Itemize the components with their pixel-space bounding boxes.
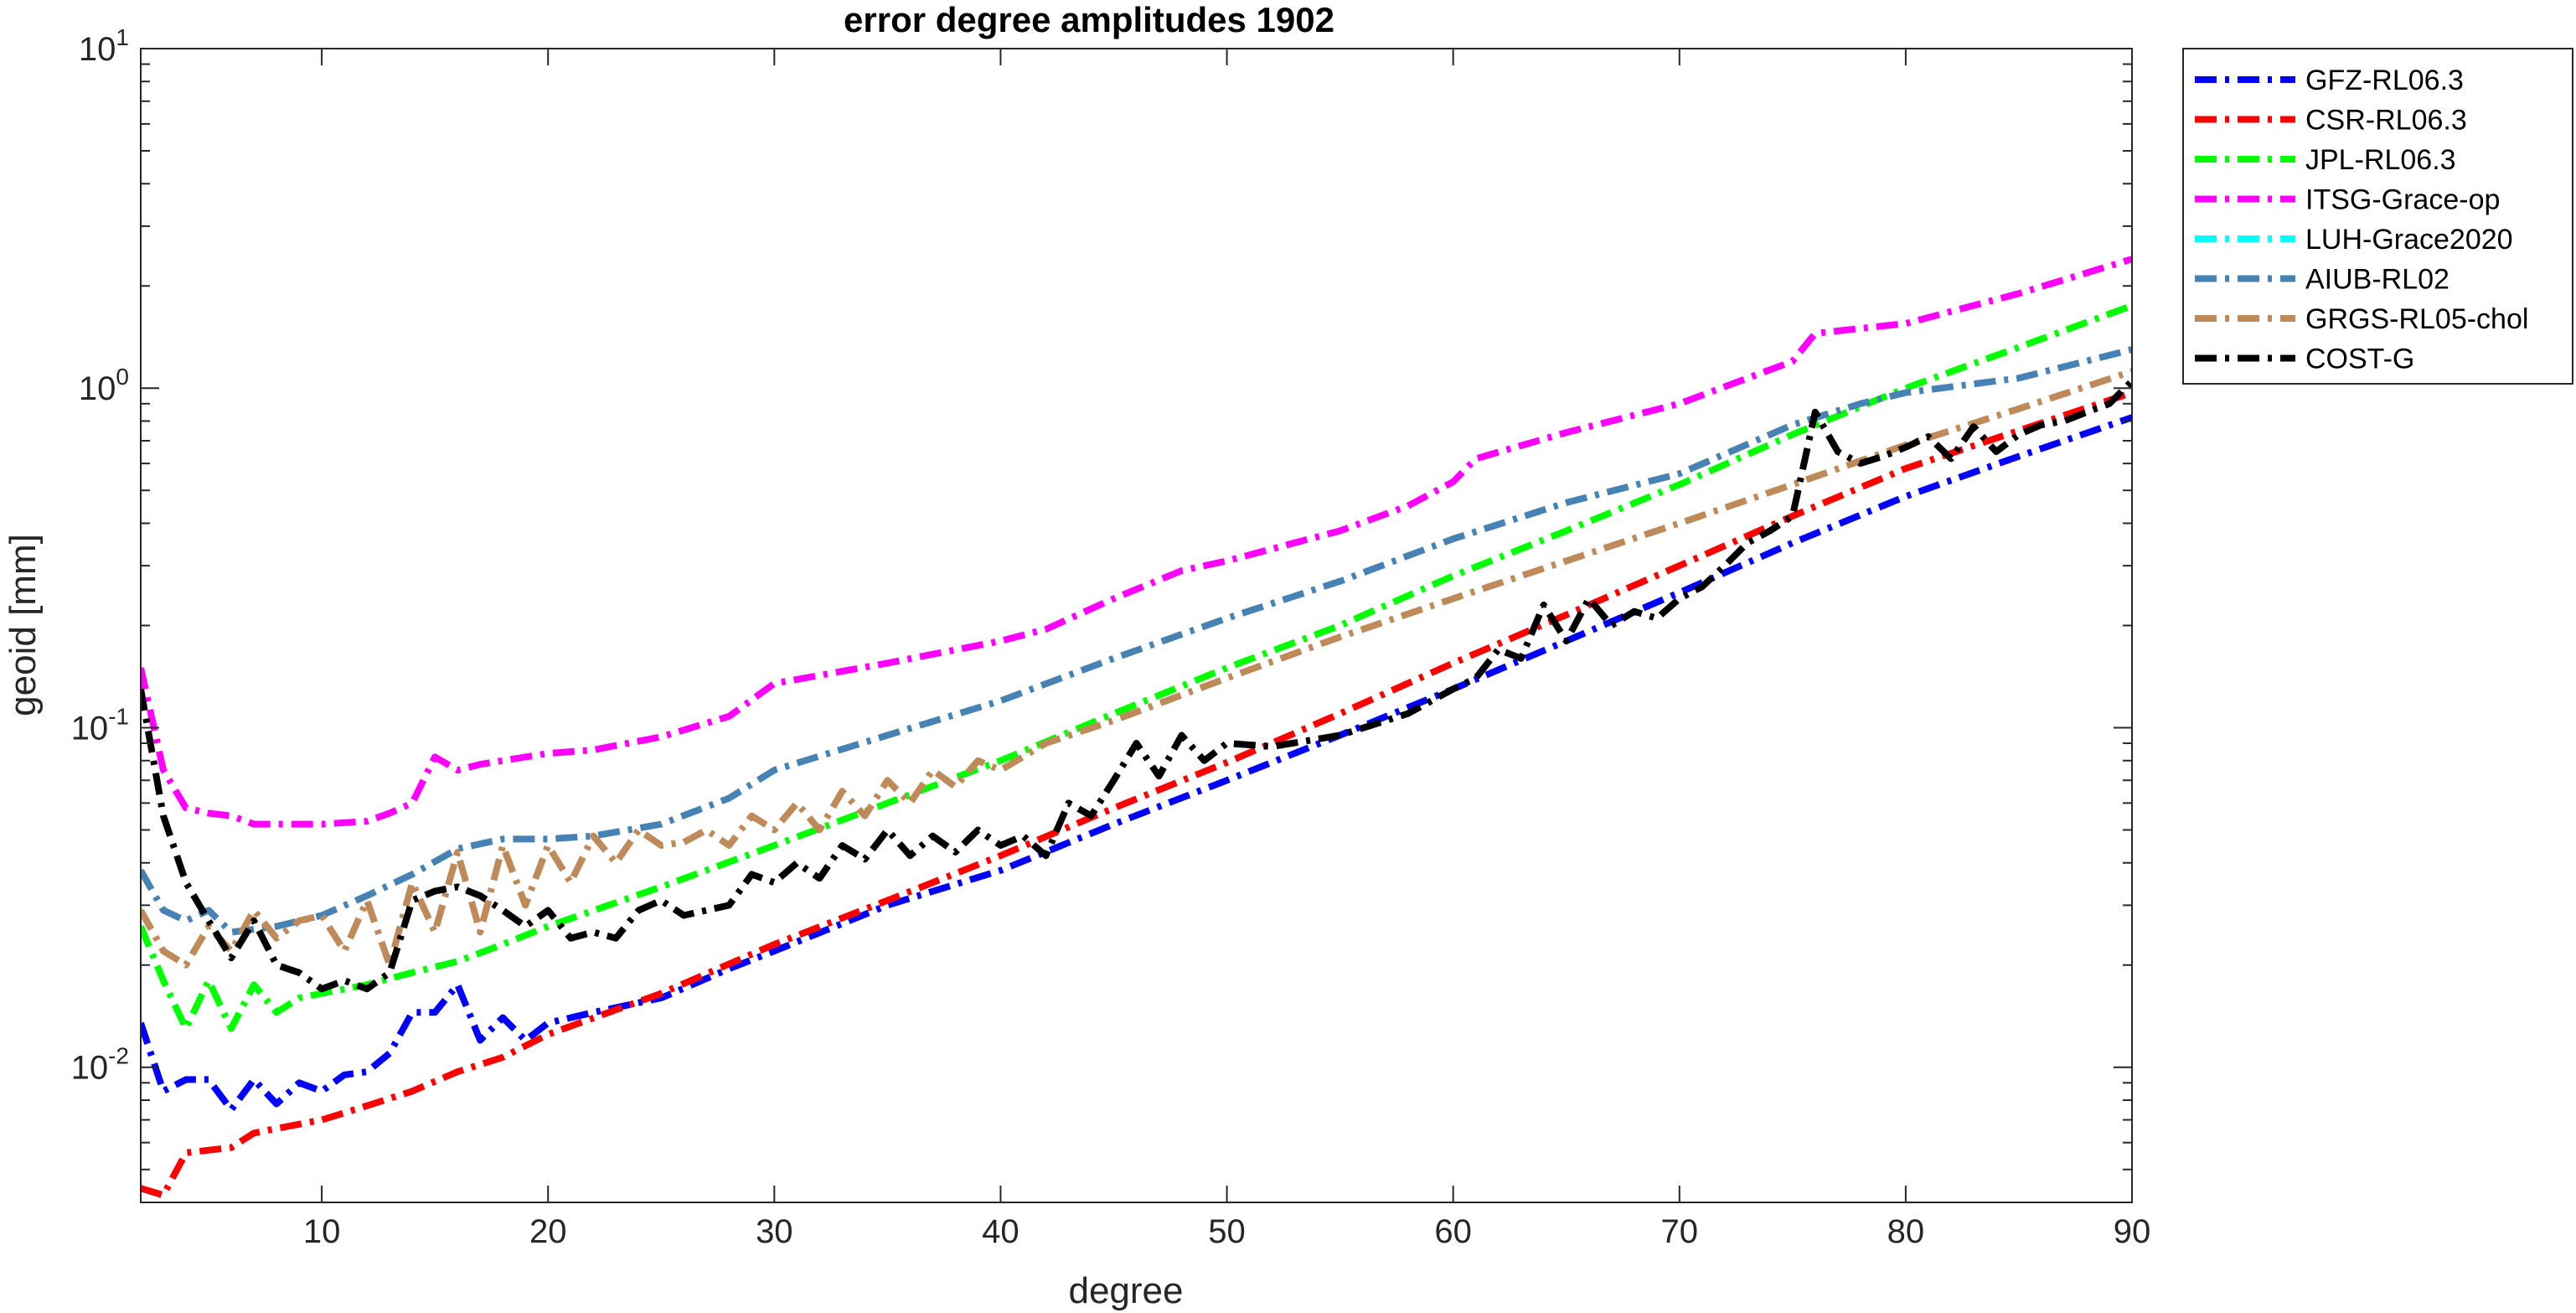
chart-title: error degree amplitudes 1902 — [844, 0, 1334, 39]
y-tick-label: 10-2 — [71, 1043, 129, 1087]
legend-label: JPL-RL06.3 — [2305, 144, 2456, 176]
legend-label: CSR-RL06.3 — [2305, 105, 2467, 137]
legend-label: AIUB-RL02 — [2305, 264, 2450, 296]
legend-box — [2182, 48, 2573, 385]
series-line-0 — [141, 414, 2132, 1114]
x-axis-label: degree — [1068, 1270, 1183, 1311]
series-line-3 — [141, 256, 2132, 828]
x-tick-label: 30 — [756, 1213, 793, 1250]
x-tick-label: 50 — [1208, 1213, 1246, 1250]
legend-label: GRGS-RL05-chol — [2305, 303, 2528, 335]
series-line-6 — [141, 368, 2132, 969]
legend-label: ITSG-Grace-op — [2305, 184, 2500, 216]
x-tick-label: 60 — [1434, 1213, 1472, 1250]
x-tick-label: 10 — [303, 1213, 341, 1250]
series-line-2 — [141, 302, 2132, 1032]
x-tick-label: 70 — [1661, 1213, 1699, 1250]
x-tick-label: 80 — [1887, 1213, 1925, 1250]
y-tick-label: 100 — [79, 364, 129, 407]
y-axis-label: geoid [mm] — [3, 534, 44, 716]
x-tick-label: 90 — [2114, 1213, 2151, 1250]
y-tick-label: 10-1 — [71, 703, 129, 747]
axes-layer: 10 20 30 40 50 60 70 80 90 10-2 10-1 100 101 — [71, 24, 2151, 1250]
legend: GFZ-RL06.3 CSR-RL06.3 JPL-RL06.3 ITSG-Grace… — [2182, 48, 2573, 385]
series-line-7 — [141, 378, 2132, 993]
x-tick-label: 20 — [529, 1213, 567, 1250]
legend-label: GFZ-RL06.3 — [2305, 65, 2464, 96]
series-line-5 — [141, 346, 2132, 936]
series-line-1 — [141, 389, 2132, 1199]
series-layer — [141, 256, 2132, 1199]
y-tick-label: 101 — [79, 24, 129, 68]
legend-label: COST-G — [2305, 344, 2414, 375]
x-tick-label: 40 — [982, 1213, 1020, 1250]
plot-background — [141, 49, 2132, 1202]
legend-label: LUH-Grace2020 — [2305, 224, 2513, 256]
